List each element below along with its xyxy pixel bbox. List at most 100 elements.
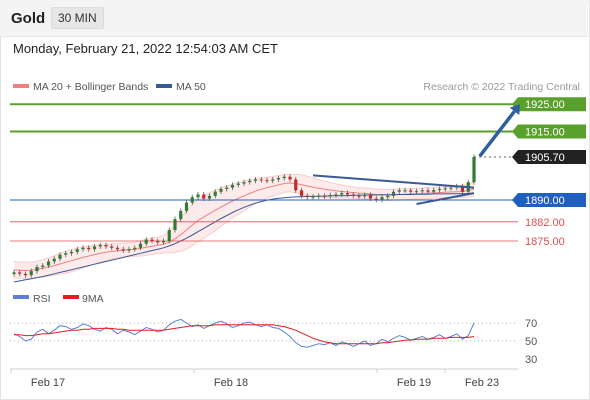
candle-body [322, 195, 327, 197]
level-tag-resistance [512, 124, 586, 139]
candle-body [276, 178, 281, 180]
candle-body [69, 251, 74, 254]
level-tag-resistance [512, 97, 586, 112]
candle-body [219, 189, 223, 192]
candle-body [345, 193, 350, 195]
level-label-minor: 1882.00 [525, 217, 565, 229]
candle-body [386, 195, 390, 198]
chart-header: Gold 30 MIN [0, 0, 588, 37]
candle-body [449, 187, 453, 189]
level-label-resistance: 1915.00 [525, 127, 565, 139]
candle-body [437, 189, 442, 191]
level-tag-current [512, 149, 586, 164]
candle-body [115, 247, 120, 250]
candle-body [104, 245, 108, 247]
candle-body [133, 247, 137, 250]
rsi-tick-label: 50 [525, 336, 537, 348]
candle-body [299, 190, 304, 196]
x-tick-label: Feb 19 [397, 377, 431, 389]
candle-body [357, 195, 361, 197]
ma50-legend-label: MA 50 [176, 81, 206, 93]
level-label-minor: 1875.00 [525, 236, 565, 248]
rsi-ma-legend-swatch [63, 295, 79, 299]
candle-body [92, 246, 97, 250]
x-tick-label: Feb 17 [31, 377, 65, 389]
ma50-legend-swatch [156, 84, 172, 88]
candle-body [81, 247, 85, 250]
candle-body [52, 258, 56, 262]
candle-body [265, 180, 269, 182]
target-arrow-head [509, 104, 520, 115]
candle-body [288, 176, 292, 180]
candle-body [196, 194, 200, 198]
rsi-tick-label: 30 [525, 354, 537, 366]
candle-body [460, 186, 465, 192]
candle-body [184, 202, 189, 211]
rsi-line [13, 318, 475, 348]
level-label-support: 1890.00 [525, 195, 565, 207]
candle-body [259, 179, 263, 181]
chart-timestamp: Monday, February 21, 2022 12:54:03 AM CE… [13, 41, 278, 56]
candle-body [368, 195, 373, 199]
level-label-current: 1905.70 [525, 152, 565, 164]
candle-body [64, 253, 68, 255]
candle-body [363, 195, 367, 197]
candle-body [75, 249, 79, 252]
candle-body [167, 230, 171, 241]
candle-body [207, 195, 212, 199]
bollinger-legend-swatch [13, 84, 29, 88]
trendline-0 [312, 174, 475, 189]
timeframe-button[interactable]: 30 MIN [51, 7, 104, 29]
candle-body [328, 195, 332, 197]
candle-body [351, 194, 355, 196]
candle-body [294, 179, 298, 191]
candle-body [282, 176, 286, 179]
candle-body [18, 272, 22, 274]
candle-body [35, 266, 39, 272]
candle-body [98, 245, 102, 247]
candle-body [397, 190, 401, 192]
target-arrow-shaft [478, 110, 516, 158]
research-credit: Research © 2022 Trading Central [423, 81, 580, 93]
candle-body [225, 187, 229, 189]
candle-body [127, 249, 131, 251]
candle-body [248, 180, 252, 183]
candle-body [230, 184, 235, 188]
candle-body [253, 179, 258, 181]
candle-body [173, 219, 177, 231]
candle-body [23, 273, 28, 276]
candle-body [110, 246, 114, 248]
x-axis: Feb 17 Feb 18 Feb 19 Feb 23 [10, 369, 499, 389]
bollinger-legend-label: MA 20 + Bollinger Bands [33, 81, 148, 93]
candle-body [380, 197, 384, 200]
ma50-line [13, 192, 475, 283]
candle-body [213, 191, 217, 196]
candle-body [311, 196, 315, 198]
candle-body [87, 247, 91, 250]
rsi-ma-legend-label: 9MA [82, 293, 104, 305]
price-levels-layer: 1925.00 1915.00 1905.70 1890.00 1882.00 1875.… [10, 97, 586, 248]
candle-body [340, 193, 344, 195]
candle-body [472, 156, 476, 183]
candle-body [409, 190, 413, 192]
rsi-panel: 70 50 30 [10, 318, 537, 366]
rsi-ma-line [14, 324, 475, 345]
candle-body [156, 240, 160, 243]
x-tick-label: Feb 18 [214, 377, 248, 389]
candle-body [374, 198, 378, 200]
symbol-title: Gold [11, 10, 46, 27]
candle-body [426, 190, 430, 192]
candle-body [432, 190, 436, 192]
rsi-legend-swatch [13, 295, 29, 299]
candle-body [236, 183, 240, 185]
rsi-legend-label: RSI [33, 293, 51, 305]
candle-body [391, 191, 396, 196]
candle-body [334, 194, 338, 196]
candle-body [41, 265, 45, 267]
candle-body [317, 195, 321, 197]
candlestick-layer [12, 154, 476, 278]
trendline-1 [416, 192, 475, 206]
candle-body [138, 243, 143, 248]
candle-body [150, 239, 154, 241]
